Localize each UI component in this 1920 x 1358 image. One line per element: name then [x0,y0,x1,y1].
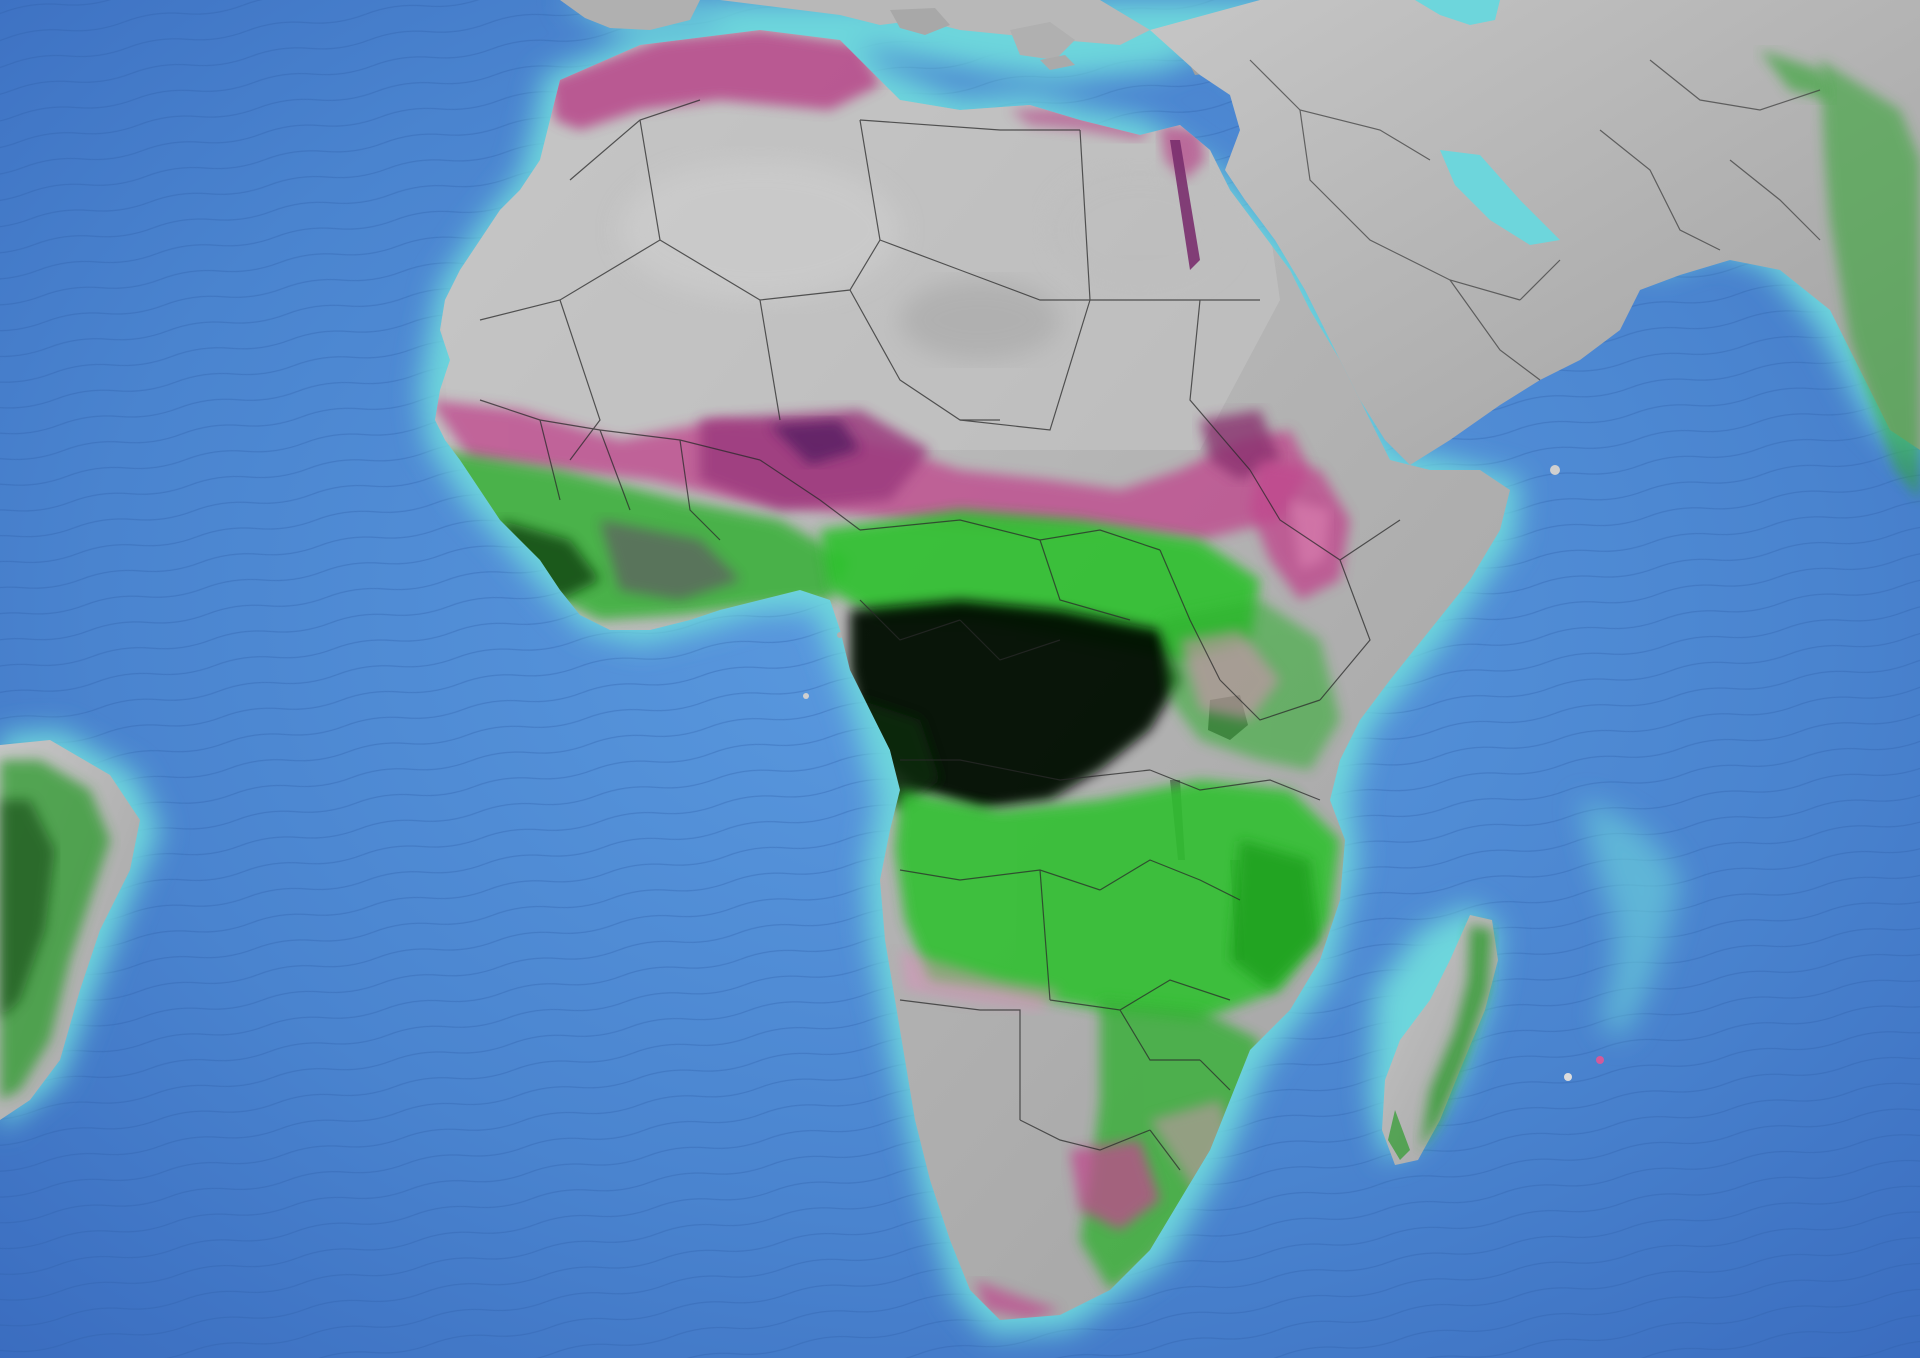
africa-landmass [435,30,1510,1320]
small-islands [803,465,1604,1081]
asia-landmass [1150,0,1920,500]
south-america-landmass [0,740,140,1120]
europe-landmass [560,0,1218,75]
madagascar-landmass [1382,915,1498,1165]
country-borders [479,99,1401,1171]
asia-borders [1249,59,1821,381]
